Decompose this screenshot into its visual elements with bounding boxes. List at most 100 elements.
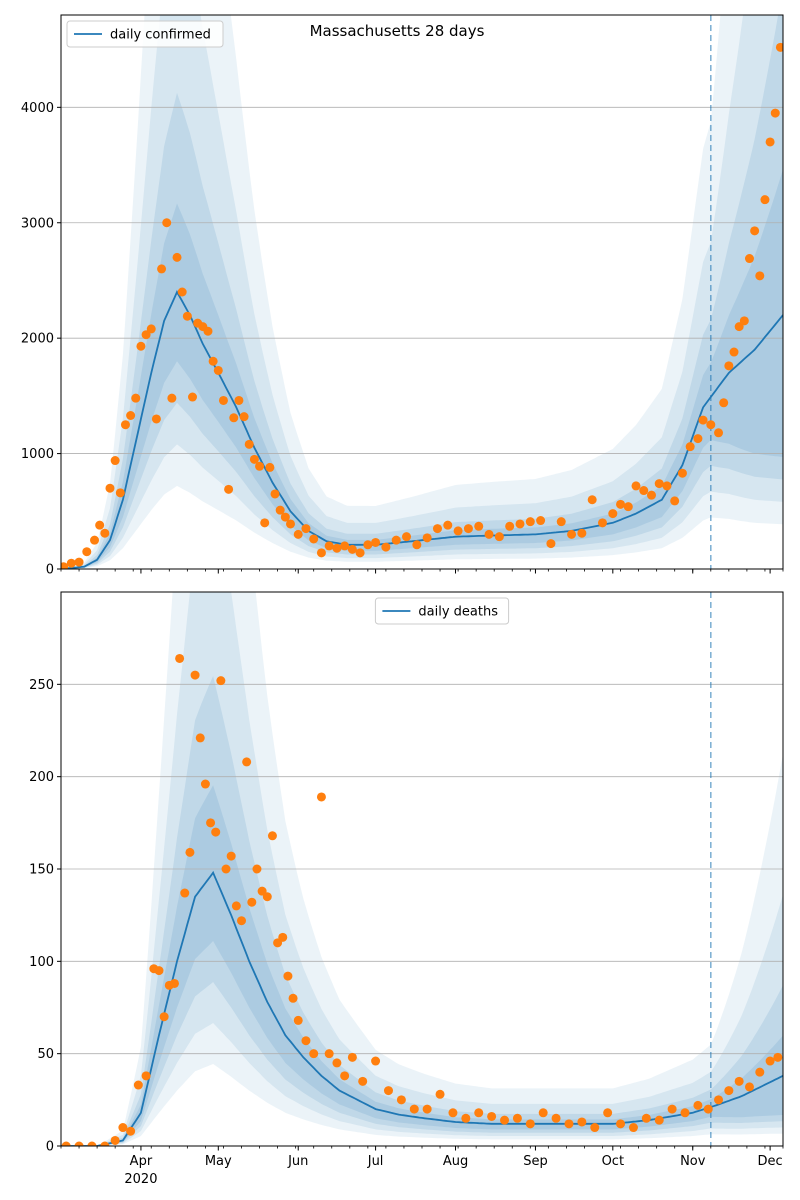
data-point: [734, 322, 744, 332]
data-point: [110, 1135, 120, 1145]
data-point: [216, 676, 226, 686]
data-point: [685, 442, 695, 452]
data-point: [285, 519, 295, 529]
uncertainty-band-3: [61, 15, 783, 569]
data-point: [662, 481, 672, 491]
data-point: [332, 543, 342, 553]
data-point: [218, 395, 228, 405]
data-point: [90, 535, 100, 545]
data-point: [66, 558, 76, 568]
y-tick-label: 2000: [21, 332, 54, 347]
data-point: [309, 534, 319, 544]
data-point: [267, 831, 277, 841]
data-point: [275, 505, 285, 515]
data-point: [133, 1080, 143, 1090]
data-point: [670, 496, 680, 506]
x-tick-label: Oct: [602, 1154, 624, 1169]
data-point: [167, 393, 177, 403]
data-point: [206, 818, 216, 828]
data-point: [677, 468, 687, 478]
data-point: [603, 1108, 613, 1118]
data-point: [347, 544, 357, 554]
data-point: [628, 1123, 638, 1133]
data-point: [355, 548, 365, 558]
data-point: [231, 901, 241, 911]
data-point: [577, 1117, 587, 1127]
data-point: [347, 1052, 357, 1062]
data-point: [61, 1141, 71, 1146]
y-tick-label: 250: [29, 678, 54, 693]
x-tick-label: Apr: [130, 1154, 153, 1169]
data-point: [744, 1082, 754, 1092]
data-point: [177, 287, 187, 297]
uncertainty-band-1: [61, 15, 783, 569]
data-point: [371, 1056, 381, 1066]
data-point: [95, 520, 105, 530]
data-point: [100, 528, 110, 538]
x-tick-label: Sep: [523, 1154, 548, 1169]
data-point: [188, 392, 198, 402]
data-point: [195, 733, 205, 743]
data-point: [567, 529, 577, 539]
data-point: [755, 271, 765, 281]
data-point: [255, 461, 265, 471]
data-point: [301, 524, 311, 534]
data-point: [546, 539, 556, 549]
y-tick-label: 4000: [21, 101, 54, 116]
data-point: [765, 137, 775, 147]
data-point: [293, 1015, 303, 1025]
data-point: [260, 518, 270, 528]
y-tick-label: 0: [46, 563, 54, 578]
data-point: [494, 532, 504, 542]
legend-label: daily confirmed: [110, 28, 211, 43]
data-point: [463, 524, 473, 534]
data-point: [641, 1113, 651, 1123]
data-point: [755, 1067, 765, 1077]
data-point: [185, 847, 195, 857]
data-point: [422, 533, 432, 543]
data-point: [551, 1113, 561, 1123]
uncertainty-band-3: [61, 676, 783, 1146]
data-point: [200, 779, 210, 789]
data-point: [157, 264, 167, 274]
x-tick-label: May: [205, 1154, 232, 1169]
data-point: [680, 1108, 690, 1118]
data-point: [556, 517, 566, 527]
data-point: [283, 971, 293, 981]
data-point: [324, 1049, 334, 1059]
data-point: [115, 488, 125, 498]
x-tick-label: Aug: [443, 1154, 468, 1169]
data-point: [213, 365, 223, 375]
data-point: [631, 481, 641, 491]
y-tick-label: 150: [29, 863, 54, 878]
data-point: [616, 499, 626, 509]
x-tick-year-label: 2020: [124, 1172, 157, 1187]
data-point: [211, 827, 221, 837]
data-point: [719, 398, 729, 408]
x-tick-label: Dec: [758, 1154, 783, 1169]
data-point: [151, 414, 161, 424]
data-point: [224, 484, 234, 494]
data-point: [229, 413, 239, 423]
data-point: [412, 540, 422, 550]
data-point: [448, 1108, 458, 1118]
data-point: [706, 420, 716, 430]
data-point: [74, 557, 84, 567]
data-point: [175, 653, 185, 663]
data-point: [252, 864, 262, 874]
data-point: [316, 548, 326, 558]
data-point: [169, 978, 179, 988]
data-point: [639, 486, 649, 496]
data-point: [474, 521, 484, 531]
data-point: [154, 966, 164, 976]
data-point: [432, 524, 442, 534]
data-point: [443, 520, 453, 530]
x-tick-label: Jul: [367, 1154, 384, 1169]
data-point: [729, 347, 739, 357]
uncertainty-band-4: [61, 169, 783, 569]
data-point: [623, 502, 633, 512]
data-point: [402, 532, 412, 542]
data-point: [270, 489, 280, 499]
data-point: [383, 1086, 393, 1096]
data-point: [316, 792, 326, 802]
